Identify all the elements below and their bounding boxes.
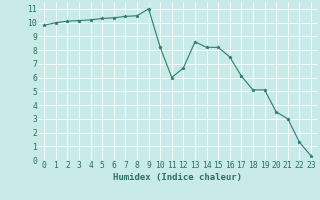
X-axis label: Humidex (Indice chaleur): Humidex (Indice chaleur) [113,173,242,182]
